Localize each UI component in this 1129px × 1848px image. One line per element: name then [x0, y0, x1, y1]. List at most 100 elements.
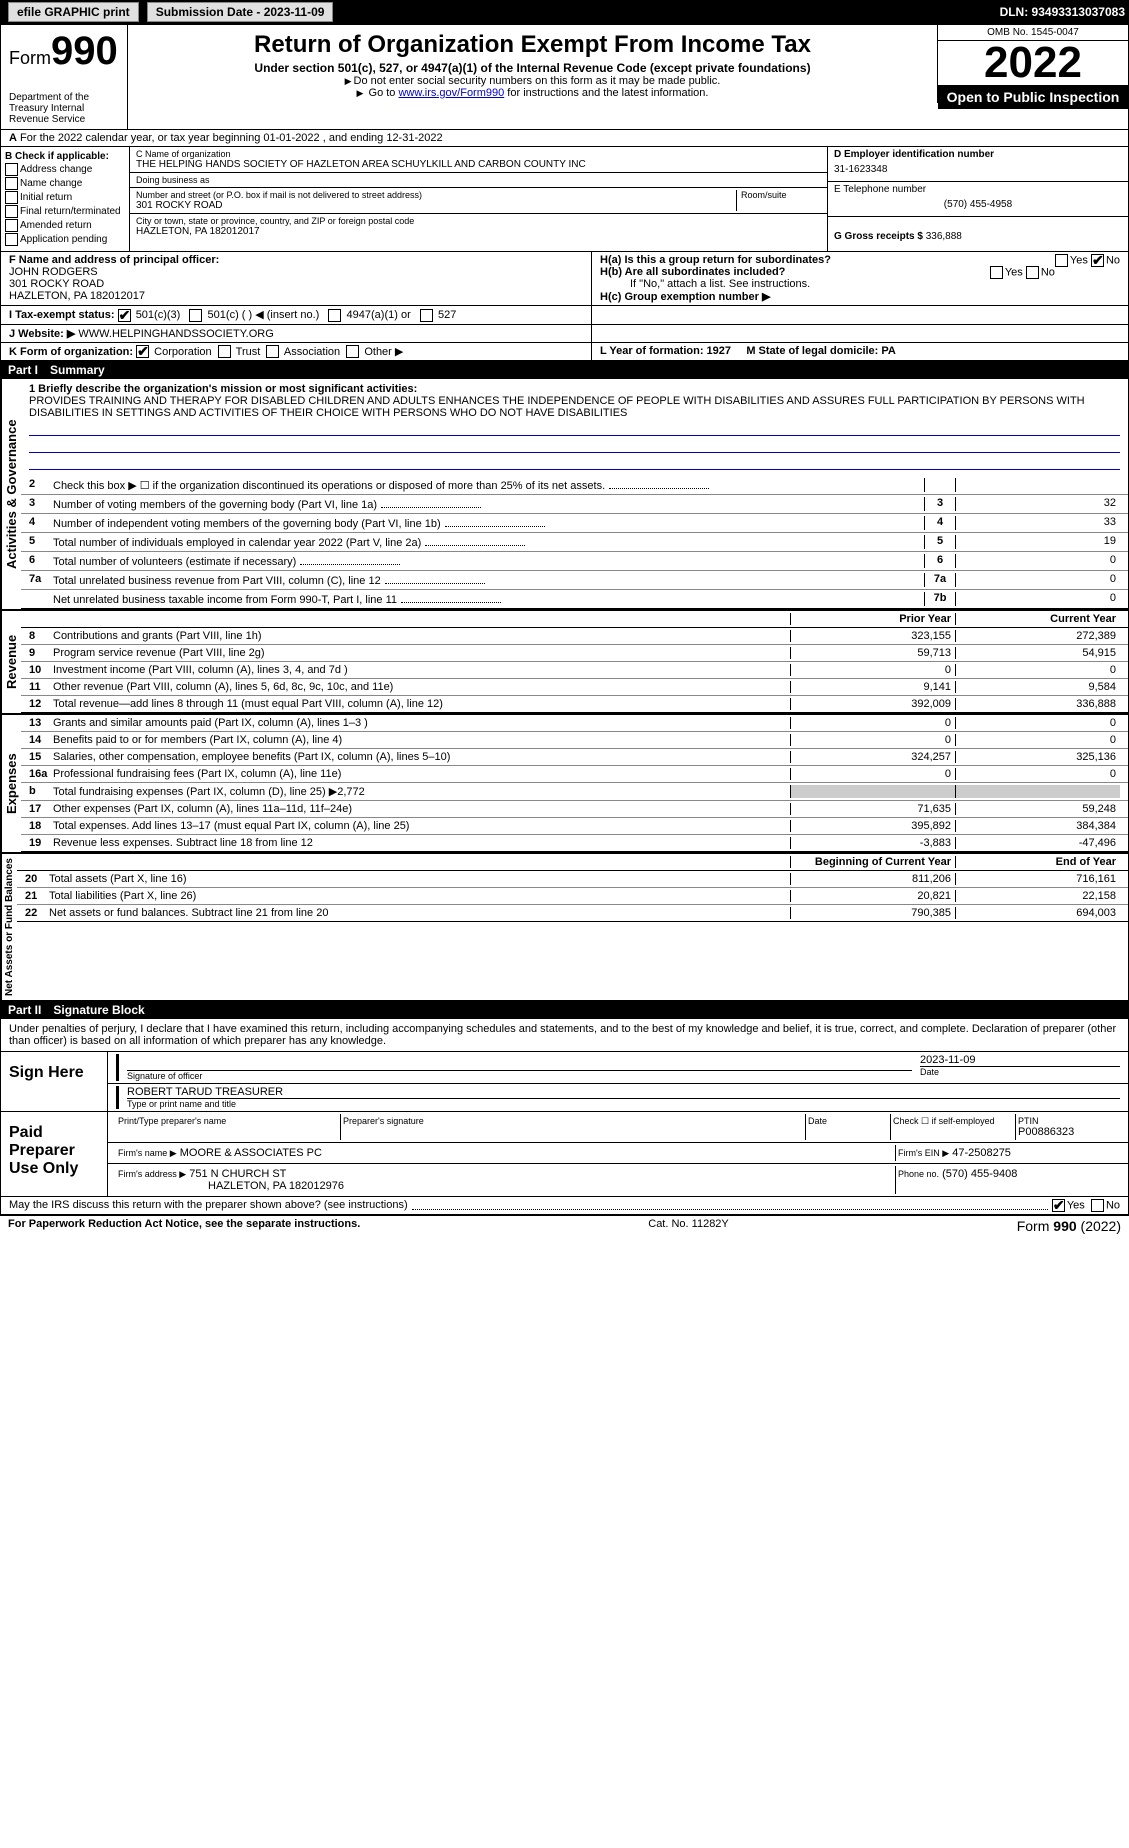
- ptin-value: P00886323: [1018, 1126, 1118, 1138]
- form-subtitle: Under section 501(c), 527, or 4947(a)(1)…: [132, 61, 933, 75]
- form-number: 990: [51, 29, 118, 73]
- ssn-note: Do not enter social security numbers on …: [132, 75, 933, 87]
- exp-line: bTotal fundraising expenses (Part IX, co…: [21, 783, 1128, 801]
- check-address-change[interactable]: Address change: [5, 163, 125, 176]
- sidebar-expenses: Expenses: [1, 715, 21, 852]
- expenses-block: Expenses 13Grants and similar amounts pa…: [0, 714, 1129, 853]
- row-lm: L Year of formation: 1927 M State of leg…: [591, 343, 1128, 361]
- sidebar-revenue: Revenue: [1, 611, 21, 713]
- net-line: 22Net assets or fund balances. Subtract …: [17, 905, 1128, 922]
- phone-value: (570) 455-4958: [834, 195, 1122, 214]
- netassets-block: Net Assets or Fund Balances Beginning of…: [0, 853, 1129, 1001]
- form-word: Form: [9, 48, 51, 68]
- gov-line: 5Total number of individuals employed in…: [21, 533, 1128, 552]
- city-label: City or town, state or province, country…: [136, 216, 821, 226]
- check-name-change[interactable]: Name change: [5, 177, 125, 190]
- form-title: Return of Organization Exempt From Incom…: [132, 31, 933, 59]
- mission-text: PROVIDES TRAINING AND THERAPY FOR DISABL…: [29, 395, 1085, 419]
- may-discuss-text: May the IRS discuss this return with the…: [9, 1199, 408, 1212]
- part1-header: Part I Summary: [0, 361, 1129, 379]
- hc-label: H(c) Group exemption number ▶: [600, 291, 770, 303]
- instructions-note: Go to www.irs.gov/Form990 for instructio…: [132, 87, 933, 99]
- sign-here-label: Sign Here: [1, 1052, 108, 1111]
- note2-pre: Go to: [369, 87, 399, 99]
- rev-line: 9Program service revenue (Part VIII, lin…: [21, 645, 1128, 662]
- officer-addr1: 301 ROCKY ROAD: [9, 278, 104, 290]
- officer-name-label: Type or print name and title: [127, 1098, 1120, 1109]
- gov-line: 6Total number of volunteers (estimate if…: [21, 552, 1128, 571]
- page-footer: For Paperwork Reduction Act Notice, see …: [0, 1215, 1129, 1236]
- check-application-pending[interactable]: Application pending: [5, 233, 125, 246]
- officer-name: JOHN RODGERS: [9, 266, 98, 278]
- ein-label: D Employer identification number: [834, 149, 994, 160]
- check-amended[interactable]: Amended return: [5, 219, 125, 232]
- officer-sig-label: Signature of officer: [127, 1070, 912, 1081]
- sign-date: 2023-11-09: [920, 1054, 1120, 1066]
- gross-value: 336,888: [926, 231, 962, 242]
- rev-line: 11Other revenue (Part VIII, column (A), …: [21, 679, 1128, 696]
- row-k-form-org: K Form of organization: Corporation Trus…: [1, 343, 591, 361]
- open-to-public: Open to Public Inspection: [938, 85, 1128, 109]
- preparer-print-label: Print/Type preparer's name: [118, 1116, 338, 1126]
- col-headers-net: Beginning of Current Year End of Year: [17, 854, 1128, 871]
- paid-preparer-label: Paid Preparer Use Only: [1, 1112, 108, 1196]
- check-initial-return[interactable]: Initial return: [5, 191, 125, 204]
- firm-addr: 751 N CHURCH ST: [189, 1168, 286, 1180]
- gov-line: 7aTotal unrelated business revenue from …: [21, 571, 1128, 590]
- phone-label: E Telephone number: [834, 184, 1122, 195]
- exp-line: 18Total expenses. Add lines 13–17 (must …: [21, 818, 1128, 835]
- submission-date-button[interactable]: Submission Date - 2023-11-09: [147, 2, 334, 22]
- exp-line: 14Benefits paid to or for members (Part …: [21, 732, 1128, 749]
- sign-here-row: Sign Here Signature of officer 2023-11-0…: [1, 1051, 1128, 1111]
- firm-phone-label: Phone no.: [898, 1169, 939, 1179]
- firm-ein-label: Firm's EIN ▶: [898, 1148, 949, 1158]
- year-block: OMB No. 1545-0047 2022 Open to Public In…: [938, 25, 1128, 109]
- form-number-block: Form990 Department of the Treasury Inter…: [1, 25, 128, 129]
- footer-right: Form 990 (2022): [1017, 1218, 1121, 1234]
- org-name-label: C Name of organization: [136, 149, 821, 159]
- revenue-block: Revenue Prior Year Current Year 8Contrib…: [0, 610, 1129, 714]
- exp-line: 15Salaries, other compensation, employee…: [21, 749, 1128, 766]
- firm-ein: 47-2508275: [952, 1147, 1011, 1159]
- section-a-period: A For the 2022 calendar year, or tax yea…: [0, 130, 1129, 147]
- form-header: Form990 Department of the Treasury Inter…: [0, 24, 1129, 130]
- efile-button[interactable]: efile GRAPHIC print: [8, 2, 139, 22]
- firm-name: MOORE & ASSOCIATES PC: [180, 1147, 322, 1159]
- part2-header: Part II Signature Block: [0, 1001, 1129, 1019]
- part1-title: Part I: [8, 363, 38, 377]
- dept-label: Department of the Treasury Internal Reve…: [9, 92, 119, 125]
- org-name: THE HELPING HANDS SOCIETY OF HAZLETON AR…: [136, 159, 821, 170]
- tax-period: For the 2022 calendar year, or tax year …: [20, 132, 443, 144]
- self-employed-check[interactable]: Check ☐ if self-employed: [891, 1114, 1016, 1140]
- mission-block: 1 Briefly describe the organization's mi…: [21, 379, 1128, 476]
- column-c-org-info: C Name of organization THE HELPING HANDS…: [130, 147, 828, 251]
- room-label: Room/suite: [741, 190, 821, 200]
- exp-line: 16aProfessional fundraising fees (Part I…: [21, 766, 1128, 783]
- column-b-checkboxes: B Check if applicable: Address change Na…: [1, 147, 130, 251]
- state-domicile: M State of legal domicile: PA: [746, 345, 896, 357]
- gov-line: 2Check this box ▶ ☐ if the organization …: [21, 476, 1128, 495]
- preparer-date-label: Date: [808, 1116, 888, 1126]
- title-block: Return of Organization Exempt From Incom…: [128, 25, 938, 103]
- column-d-ein: D Employer identification number 31-1623…: [828, 147, 1128, 251]
- footer-left: For Paperwork Reduction Act Notice, see …: [8, 1218, 360, 1234]
- main-info-block: B Check if applicable: Address change Na…: [0, 147, 1129, 252]
- row-h-group: H(a) Is this a group return for subordin…: [591, 252, 1128, 305]
- sign-date-label: Date: [920, 1066, 1120, 1077]
- dln-label: DLN: 93493313037083: [1000, 5, 1125, 19]
- hb-label: H(b) Are all subordinates included?: [600, 266, 785, 278]
- rev-line: 8Contributions and grants (Part VIII, li…: [21, 628, 1128, 645]
- check-final-return[interactable]: Final return/terminated: [5, 205, 125, 218]
- instructions-link[interactable]: www.irs.gov/Form990: [398, 87, 504, 99]
- firm-name-label: Firm's name ▶: [118, 1148, 177, 1158]
- gov-line: 4Number of independent voting members of…: [21, 514, 1128, 533]
- topbar: efile GRAPHIC print Submission Date - 20…: [0, 0, 1129, 24]
- part2-title: Part II: [8, 1003, 41, 1017]
- ha-label: H(a) Is this a group return for subordin…: [600, 254, 831, 266]
- firm-city: HAZLETON, PA 182012976: [118, 1180, 344, 1192]
- officer-addr2: HAZLETON, PA 182012017: [9, 290, 145, 302]
- website-value: WWW.HELPINGHANDSSOCIETY.ORG: [78, 328, 273, 340]
- note2-post: for instructions and the latest informat…: [504, 87, 708, 99]
- gross-label: G Gross receipts $: [834, 231, 923, 242]
- net-line: 20Total assets (Part X, line 16)811,2067…: [17, 871, 1128, 888]
